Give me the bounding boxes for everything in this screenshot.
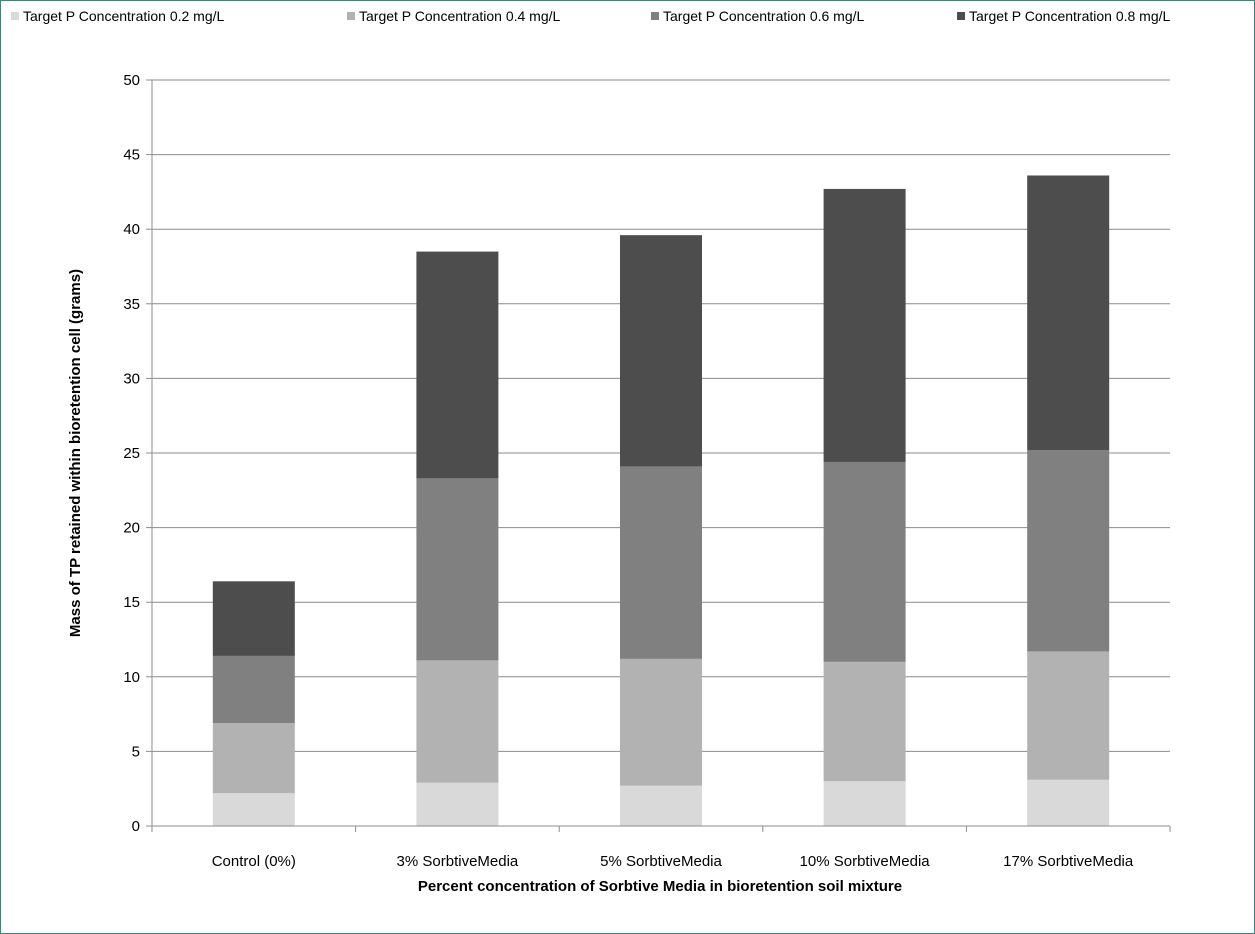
bars: [212, 175, 1110, 826]
gridlines: [152, 79, 1170, 752]
axes: [146, 79, 1171, 832]
legend-swatch: [347, 12, 355, 20]
bar-segment: [620, 235, 702, 467]
bar-segment: [823, 461, 906, 662]
y-tick-label: 25: [123, 445, 140, 462]
bar-segment: [416, 251, 499, 479]
bar-segment: [1027, 651, 1110, 780]
y-tick-label: 20: [123, 520, 140, 537]
bar-segment: [823, 661, 906, 782]
y-tick-label: 40: [123, 221, 140, 238]
legend-label: Target P Concentration 0.2 mg/L: [23, 8, 225, 24]
legend-label: Target P Concentration 0.4 mg/L: [359, 8, 561, 24]
x-axis-title: Percent concentration of Sorbtive Media …: [418, 878, 902, 895]
legend-label: Target P Concentration 0.6 mg/L: [663, 8, 865, 24]
legend-label: Target P Concentration 0.8 mg/L: [969, 8, 1171, 24]
legend-swatch: [651, 12, 659, 20]
x-category-label: Control (0%): [212, 853, 296, 870]
bar-segment: [620, 466, 702, 659]
bar-segment: [212, 581, 295, 656]
legend-swatch: [11, 12, 19, 20]
legend-swatch: [957, 12, 965, 20]
x-category-labels: Control (0%) 3% SorbtiveMedia 5% SorbtiveM…: [212, 853, 1134, 870]
y-tick-label: 45: [123, 147, 140, 164]
bar-segment: [416, 478, 499, 661]
bar-segment: [823, 188, 906, 462]
y-tick-label: 35: [123, 296, 140, 313]
bar-segment: [823, 781, 906, 826]
y-tick-label: 0: [132, 818, 140, 835]
bar-segment: [212, 655, 295, 724]
bar-segment: [1027, 175, 1110, 451]
y-tick-label: 15: [123, 594, 140, 611]
bar-segment: [1027, 450, 1110, 652]
x-category-label: 3% SorbtiveMedia: [397, 853, 519, 870]
bar-segment: [416, 782, 499, 826]
x-category-label: 17% SorbtiveMedia: [1003, 853, 1134, 870]
y-axis-title: Mass of TP retained within bioretention …: [67, 269, 84, 637]
bar-segment: [212, 793, 295, 826]
y-tick-labels: 0 5 10 15 20 25 30 35 40 45 50: [123, 72, 140, 835]
bar-segment: [1027, 779, 1110, 826]
bar-segment: [620, 658, 702, 786]
legend: Target P Concentration 0.2 mg/L Target P …: [11, 8, 1171, 24]
y-tick-label: 10: [123, 669, 140, 686]
x-category-label: 10% SorbtiveMedia: [800, 853, 931, 870]
bar-segment: [212, 723, 295, 794]
bar-segment: [620, 785, 702, 826]
y-tick-label: 50: [123, 72, 140, 89]
y-tick-label: 30: [123, 370, 140, 387]
y-tick-label: 5: [132, 743, 140, 760]
x-category-label: 5% SorbtiveMedia: [600, 853, 722, 870]
bar-segment: [416, 660, 499, 783]
